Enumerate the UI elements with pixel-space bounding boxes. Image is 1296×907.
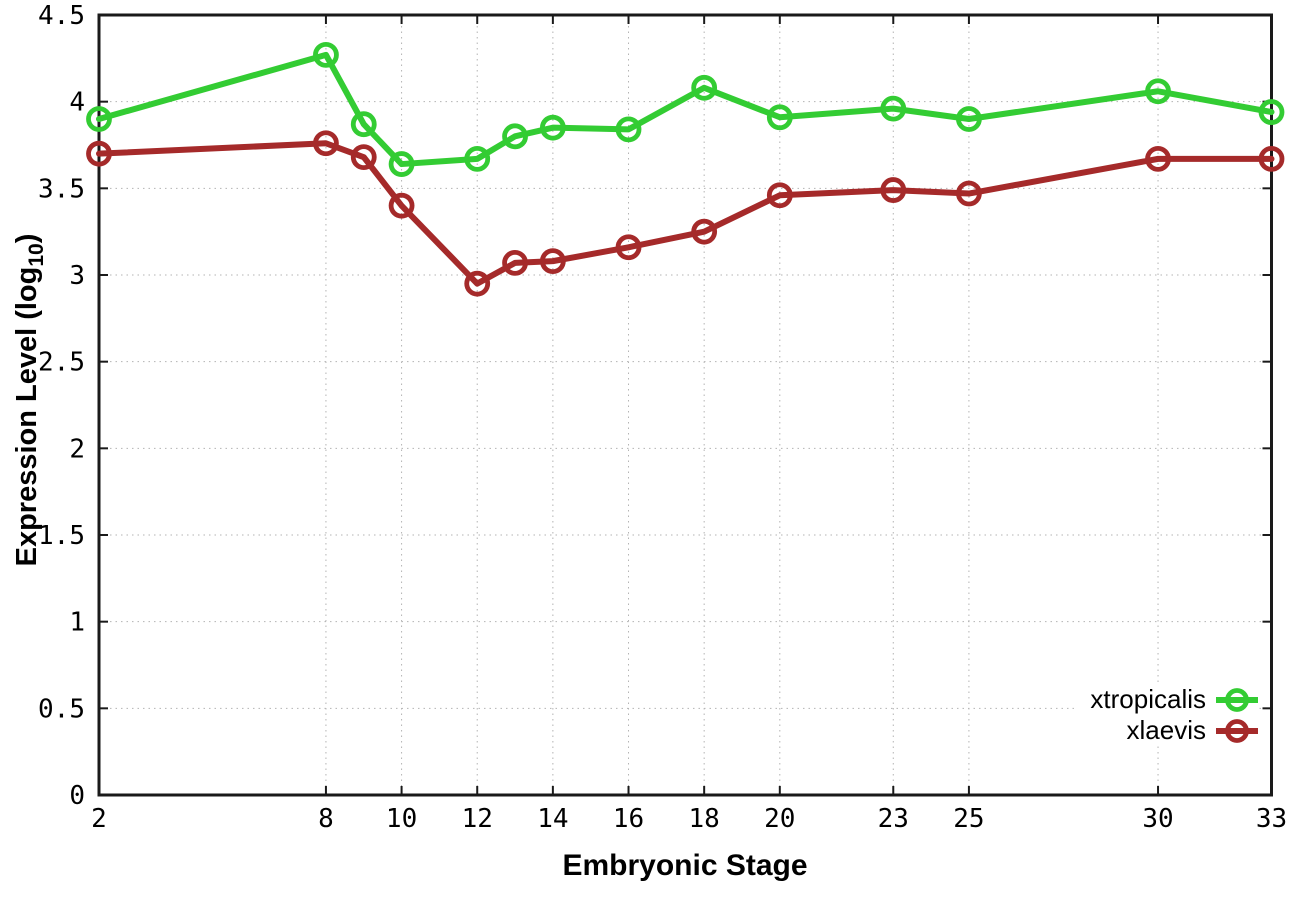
data-point-marker-xtropicalis xyxy=(1258,99,1285,125)
x-axis-title: Embryonic Stage xyxy=(562,849,808,882)
data-point-marker-xtropicalis xyxy=(350,111,377,138)
data-point-marker-xlaevis xyxy=(615,234,642,261)
y-tick-label: 1 xyxy=(69,608,85,638)
data-point-marker-xlaevis xyxy=(388,192,415,219)
y-axis-title-subscript: 10 xyxy=(25,243,48,267)
data-point-marker-xtropicalis xyxy=(313,41,339,68)
legend: xtropicalis xlaevis xyxy=(1076,684,1258,746)
data-point-marker-xlaevis xyxy=(313,130,339,157)
y-axis-title-close: ) xyxy=(11,233,43,244)
x-tick-label: 18 xyxy=(689,804,720,834)
x-tick-label: 20 xyxy=(764,804,795,834)
data-point-marker-xlaevis xyxy=(880,177,907,203)
legend-circle-sample xyxy=(1225,718,1249,743)
y-axis-title: Expression Level (log10) xyxy=(11,234,49,567)
plot-border xyxy=(97,13,1273,797)
data-point-marker-xtropicalis xyxy=(956,106,982,132)
legend-label-xlaevis: xlaevis xyxy=(1126,715,1206,745)
x-tick-label: 33 xyxy=(1256,804,1287,834)
y-tick-label: 4.5 xyxy=(38,1,85,31)
x-tick-label: 30 xyxy=(1142,804,1173,834)
x-tick-label: 23 xyxy=(878,804,909,834)
data-point-marker-xlaevis xyxy=(86,140,112,167)
data-point-marker-xtropicalis xyxy=(880,95,907,122)
x-tick-label: 8 xyxy=(318,804,334,834)
data-point-marker-xtropicalis xyxy=(1145,78,1171,105)
data-point-marker-xlaevis xyxy=(502,249,528,276)
data-point-marker-xlaevis xyxy=(956,180,982,207)
data-point-marker-xtropicalis xyxy=(691,74,718,101)
series-line-xlaevis xyxy=(96,140,1275,287)
y-tick-label: 3 xyxy=(69,261,85,291)
data-point-marker-xtropicalis xyxy=(388,151,415,177)
legend-item-xtropicalis: xtropicalis xyxy=(1090,684,1258,715)
legend-marker-xlaevis xyxy=(1216,718,1258,743)
x-tick-label: 12 xyxy=(462,804,493,834)
data-point-marker-xtropicalis xyxy=(502,123,528,150)
data-point-marker-xlaevis xyxy=(691,218,718,245)
x-tick-label: 2 xyxy=(91,804,107,834)
legend-circle-sample xyxy=(1225,687,1249,712)
x-tick-label: 16 xyxy=(613,804,644,834)
legend-marker-xtropicalis xyxy=(1216,687,1258,712)
y-tick-label: 2.5 xyxy=(38,348,85,378)
x-tick-label: 25 xyxy=(953,804,984,834)
y-tick-label: 3.5 xyxy=(38,174,85,204)
y-tick-label: 0 xyxy=(69,781,85,811)
data-point-marker-xlaevis xyxy=(539,248,566,275)
y-tick-label: 4 xyxy=(69,88,85,118)
data-point-marker-xtropicalis xyxy=(86,106,112,132)
data-point-marker-xtropicalis xyxy=(615,116,642,143)
data-point-marker-xlaevis xyxy=(766,182,793,209)
legend-label-xtropicalis: xtropicalis xyxy=(1090,684,1206,714)
y-tick-label: 2 xyxy=(69,434,85,464)
x-tick-label: 14 xyxy=(537,804,568,834)
data-point-marker-xlaevis xyxy=(1258,145,1285,172)
data-point-marker-xtropicalis xyxy=(464,145,491,172)
y-tick-label: 1.5 xyxy=(38,521,85,551)
data-point-marker-xlaevis xyxy=(350,144,377,171)
data-point-marker-xtropicalis xyxy=(766,104,793,131)
legend-item-xlaevis: xlaevis xyxy=(1090,715,1258,746)
x-tick-label: 10 xyxy=(386,804,417,834)
y-tick-label: 0.5 xyxy=(38,694,85,724)
data-point-marker-xlaevis xyxy=(464,270,491,297)
data-point-marker-xtropicalis xyxy=(539,114,566,141)
data-point-marker-xlaevis xyxy=(1145,145,1171,172)
y-axis-title-text: Expression Level (log xyxy=(11,266,43,567)
